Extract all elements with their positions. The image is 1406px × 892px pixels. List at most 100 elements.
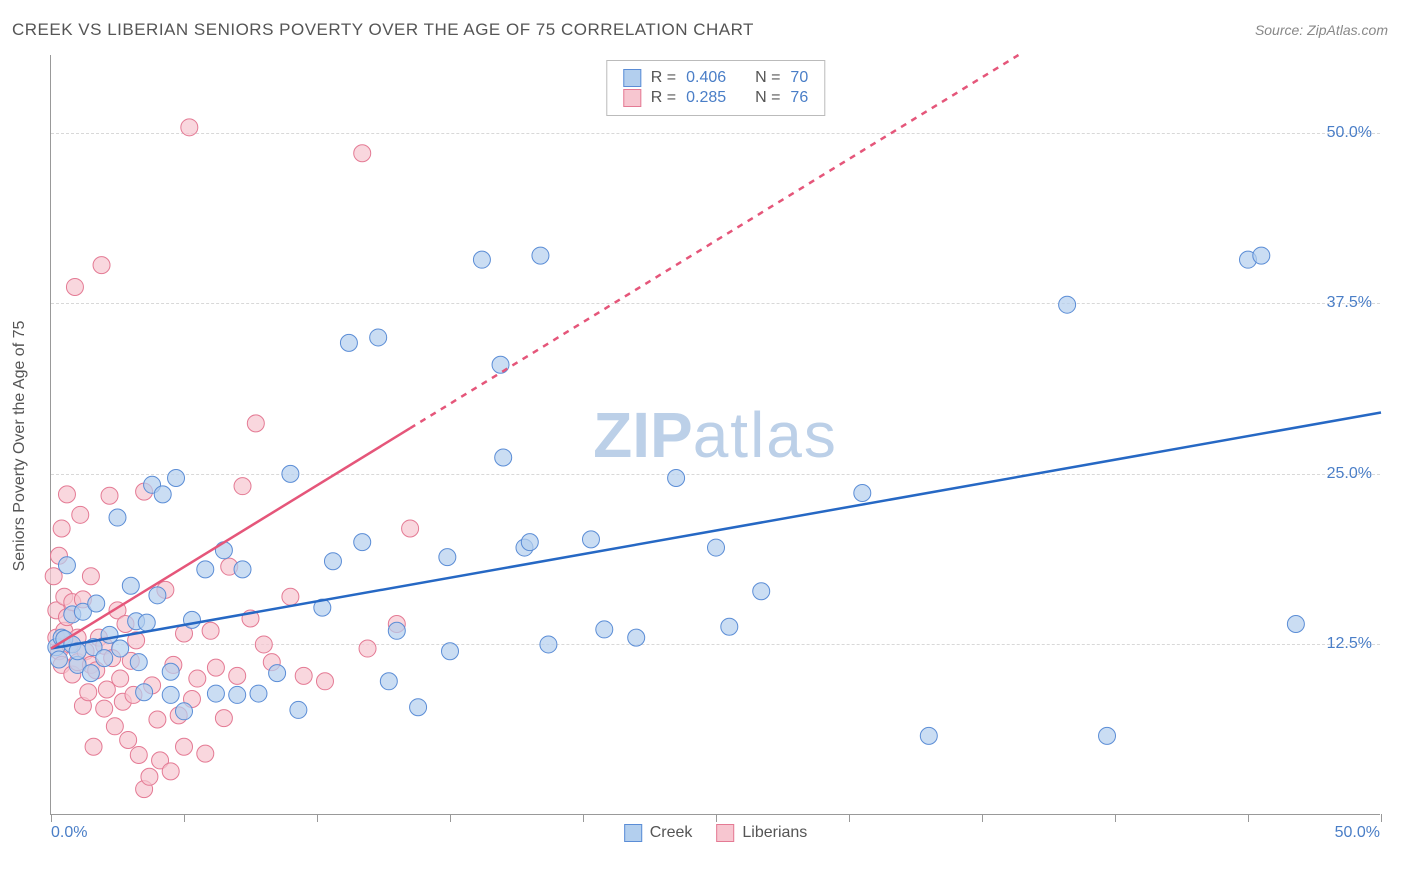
data-point bbox=[93, 257, 110, 274]
x-tick bbox=[184, 814, 185, 822]
data-point bbox=[120, 731, 137, 748]
data-point bbox=[197, 561, 214, 578]
data-point bbox=[250, 685, 267, 702]
data-point bbox=[295, 667, 312, 684]
data-point bbox=[492, 356, 509, 373]
data-point bbox=[628, 629, 645, 646]
data-point bbox=[101, 626, 118, 643]
x-tick bbox=[583, 814, 584, 822]
data-point bbox=[753, 583, 770, 600]
data-point bbox=[130, 746, 147, 763]
data-point bbox=[202, 622, 219, 639]
chart-plot-area: ZIPatlas 12.5%25.0%37.5%50.0% 0.0% 50.0%… bbox=[50, 55, 1380, 815]
creek-r-value: 0.406 bbox=[686, 69, 726, 87]
data-point bbox=[354, 145, 371, 162]
scatter-plot-svg bbox=[51, 55, 1380, 814]
data-point bbox=[442, 643, 459, 660]
data-point bbox=[96, 700, 113, 717]
data-point bbox=[229, 686, 246, 703]
data-point bbox=[154, 486, 171, 503]
data-point bbox=[521, 534, 538, 551]
data-point bbox=[112, 640, 129, 657]
data-point bbox=[582, 531, 599, 548]
data-point bbox=[495, 449, 512, 466]
data-point bbox=[596, 621, 613, 638]
data-point bbox=[340, 334, 357, 351]
x-tick bbox=[982, 814, 983, 822]
data-point bbox=[668, 469, 685, 486]
y-axis-title: Seniors Poverty Over the Age of 75 bbox=[11, 321, 29, 572]
data-point bbox=[234, 478, 251, 495]
data-point bbox=[53, 520, 70, 537]
legend-item-liberian: Liberians bbox=[716, 824, 807, 842]
data-point bbox=[207, 659, 224, 676]
data-point bbox=[215, 710, 232, 727]
data-point bbox=[162, 763, 179, 780]
data-point bbox=[247, 415, 264, 432]
x-axis-max-label: 50.0% bbox=[1335, 824, 1380, 842]
data-point bbox=[388, 622, 405, 639]
data-point bbox=[176, 703, 193, 720]
data-point bbox=[1253, 247, 1270, 264]
data-point bbox=[109, 509, 126, 526]
swatch-liberian bbox=[623, 89, 641, 107]
data-point bbox=[122, 577, 139, 594]
data-point bbox=[82, 665, 99, 682]
data-point bbox=[162, 663, 179, 680]
x-tick bbox=[1248, 814, 1249, 822]
data-point bbox=[473, 251, 490, 268]
data-point bbox=[130, 654, 147, 671]
data-point bbox=[290, 701, 307, 718]
x-tick bbox=[317, 814, 318, 822]
data-point bbox=[1287, 615, 1304, 632]
data-point bbox=[149, 587, 166, 604]
data-point bbox=[1099, 727, 1116, 744]
swatch-liberian bbox=[716, 824, 734, 842]
source-attribution: Source: ZipAtlas.com bbox=[1255, 22, 1388, 38]
data-point bbox=[58, 486, 75, 503]
data-point bbox=[58, 557, 75, 574]
data-point bbox=[354, 534, 371, 551]
liberian-n-value: 76 bbox=[790, 89, 808, 107]
data-point bbox=[708, 539, 725, 556]
data-point bbox=[141, 768, 158, 785]
data-point bbox=[50, 651, 67, 668]
data-point bbox=[136, 684, 153, 701]
data-point bbox=[149, 711, 166, 728]
liberian-r-value: 0.285 bbox=[686, 89, 726, 107]
data-point bbox=[229, 667, 246, 684]
data-point bbox=[324, 553, 341, 570]
data-point bbox=[540, 636, 557, 653]
data-point bbox=[197, 745, 214, 762]
data-point bbox=[112, 670, 129, 687]
stats-row-liberian: R = 0.285 N = 76 bbox=[623, 89, 808, 107]
data-point bbox=[269, 665, 286, 682]
data-point bbox=[402, 520, 419, 537]
data-point bbox=[96, 650, 113, 667]
data-point bbox=[176, 738, 193, 755]
data-point bbox=[410, 699, 427, 716]
data-point bbox=[380, 673, 397, 690]
data-point bbox=[82, 568, 99, 585]
x-axis-min-label: 0.0% bbox=[51, 824, 87, 842]
x-tick bbox=[716, 814, 717, 822]
data-point bbox=[359, 640, 376, 657]
chart-title: CREEK VS LIBERIAN SENIORS POVERTY OVER T… bbox=[12, 20, 754, 40]
data-point bbox=[181, 119, 198, 136]
data-point bbox=[168, 469, 185, 486]
creek-n-value: 70 bbox=[790, 69, 808, 87]
data-point bbox=[162, 686, 179, 703]
data-point bbox=[215, 542, 232, 559]
x-tick bbox=[450, 814, 451, 822]
data-point bbox=[920, 727, 937, 744]
data-point bbox=[721, 618, 738, 635]
data-point bbox=[282, 588, 299, 605]
legend-item-creek: Creek bbox=[624, 824, 693, 842]
correlation-stats-box: R = 0.406 N = 70 R = 0.285 N = 76 bbox=[606, 60, 825, 116]
data-point bbox=[532, 247, 549, 264]
swatch-creek bbox=[623, 69, 641, 87]
data-point bbox=[439, 549, 456, 566]
data-point bbox=[138, 614, 155, 631]
x-tick bbox=[1381, 814, 1382, 822]
data-point bbox=[85, 738, 102, 755]
